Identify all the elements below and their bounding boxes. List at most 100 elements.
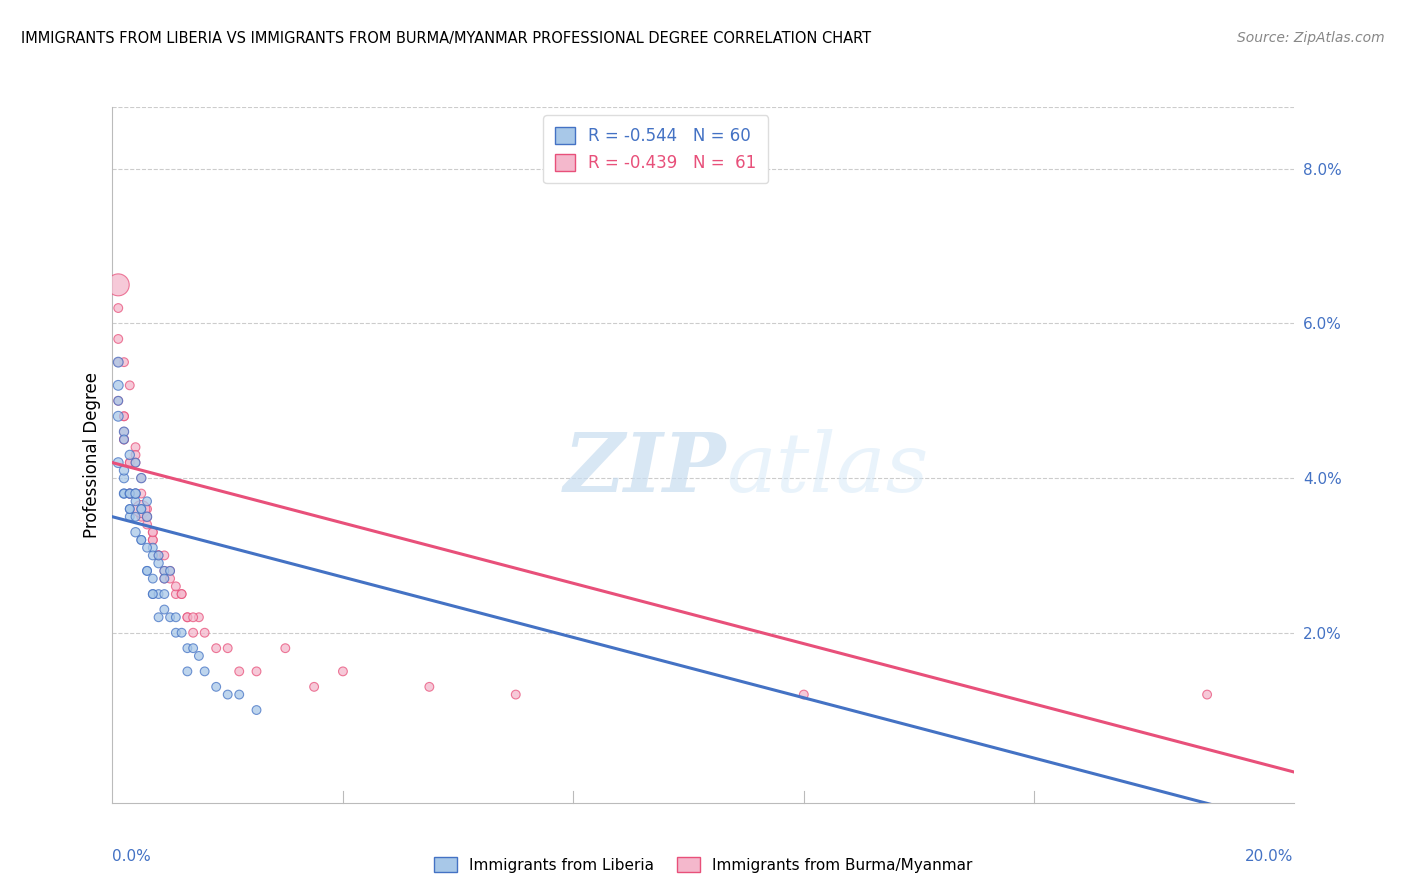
Point <box>118 502 141 516</box>
Point <box>129 471 152 485</box>
Point <box>165 579 187 593</box>
Point <box>153 572 176 586</box>
Point <box>118 486 141 500</box>
Point <box>187 648 209 663</box>
Point <box>107 378 129 392</box>
Point <box>129 502 152 516</box>
Point <box>165 610 187 624</box>
Point <box>129 502 152 516</box>
Point <box>176 641 198 656</box>
Point <box>107 355 129 369</box>
Point <box>153 602 176 616</box>
Point <box>142 587 165 601</box>
Point <box>129 533 152 547</box>
Point <box>118 486 141 500</box>
Point <box>124 509 146 524</box>
Point <box>142 587 165 601</box>
Point <box>159 572 181 586</box>
Point <box>142 533 165 547</box>
Point <box>228 688 250 702</box>
Point <box>205 641 228 656</box>
Point <box>107 277 129 292</box>
Point <box>159 564 181 578</box>
Point <box>148 587 170 601</box>
Point <box>274 641 297 656</box>
Point <box>129 486 152 500</box>
Point <box>418 680 440 694</box>
Point <box>118 486 141 500</box>
Point <box>142 525 165 540</box>
Point <box>136 509 159 524</box>
Point <box>136 509 159 524</box>
Point <box>118 456 141 470</box>
Point <box>148 549 170 563</box>
Text: IMMIGRANTS FROM LIBERIA VS IMMIGRANTS FROM BURMA/MYANMAR PROFESSIONAL DEGREE COR: IMMIGRANTS FROM LIBERIA VS IMMIGRANTS FR… <box>21 31 872 46</box>
Point <box>148 549 170 563</box>
Point <box>118 486 141 500</box>
Point <box>181 610 204 624</box>
Point <box>176 610 198 624</box>
Point <box>112 463 135 477</box>
Point <box>153 564 176 578</box>
Point <box>112 433 135 447</box>
Point <box>170 587 193 601</box>
Point <box>129 471 152 485</box>
Point <box>187 610 209 624</box>
Point <box>124 456 146 470</box>
Point <box>159 610 181 624</box>
Point <box>793 688 815 702</box>
Point <box>1197 688 1219 702</box>
Point <box>112 355 135 369</box>
Point <box>136 517 159 532</box>
Point <box>205 680 228 694</box>
Point <box>148 549 170 563</box>
Point <box>142 541 165 555</box>
Point <box>136 502 159 516</box>
Point <box>118 502 141 516</box>
Point <box>181 625 204 640</box>
Point <box>176 610 198 624</box>
Point <box>228 665 250 679</box>
Point <box>107 355 129 369</box>
Point <box>118 448 141 462</box>
Point <box>129 502 152 516</box>
Point <box>176 665 198 679</box>
Point <box>142 533 165 547</box>
Point <box>112 425 135 439</box>
Point <box>124 448 146 462</box>
Point <box>129 533 152 547</box>
Point <box>124 486 146 500</box>
Point <box>112 471 135 485</box>
Point <box>112 486 135 500</box>
Point <box>217 688 239 702</box>
Point <box>148 556 170 570</box>
Text: 20.0%: 20.0% <box>1246 849 1294 864</box>
Point <box>107 393 129 408</box>
Point <box>142 572 165 586</box>
Point <box>153 572 176 586</box>
Point <box>245 703 267 717</box>
Point <box>124 494 146 508</box>
Point <box>165 587 187 601</box>
Point <box>112 433 135 447</box>
Point <box>142 549 165 563</box>
Text: atlas: atlas <box>727 429 929 508</box>
Point <box>107 409 129 424</box>
Point <box>153 587 176 601</box>
Point <box>107 393 129 408</box>
Text: 0.0%: 0.0% <box>112 849 152 864</box>
Point <box>245 665 267 679</box>
Point <box>217 641 239 656</box>
Point <box>112 433 135 447</box>
Point <box>136 541 159 555</box>
Text: ZIP: ZIP <box>564 429 727 508</box>
Point <box>118 378 141 392</box>
Point <box>302 680 325 694</box>
Point <box>170 625 193 640</box>
Point <box>118 456 141 470</box>
Legend: Immigrants from Liberia, Immigrants from Burma/Myanmar: Immigrants from Liberia, Immigrants from… <box>427 850 979 879</box>
Point <box>112 409 135 424</box>
Point <box>124 456 146 470</box>
Point <box>170 587 193 601</box>
Point <box>136 494 159 508</box>
